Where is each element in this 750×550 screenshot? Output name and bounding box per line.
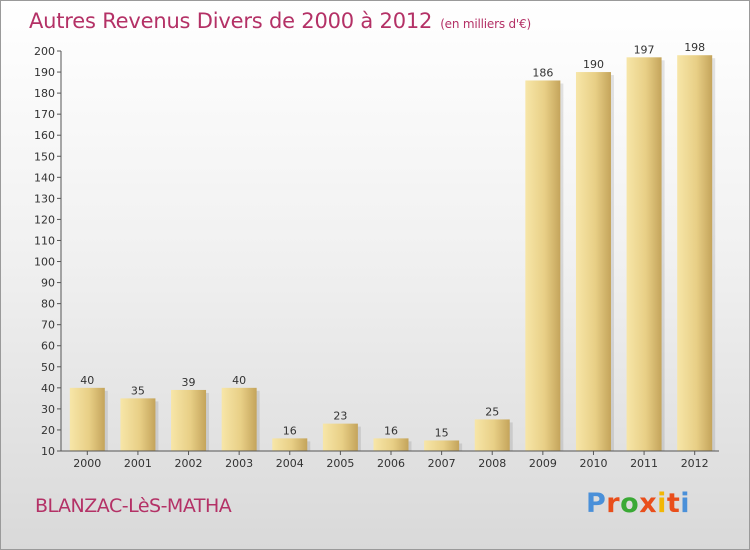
bar-2011 (626, 57, 662, 451)
y-tick-label: 140 (34, 171, 55, 184)
bar-2008 (474, 419, 510, 451)
bar-2000 (69, 387, 105, 451)
bar-value-label: 25 (485, 405, 499, 418)
y-tick-label: 30 (41, 403, 55, 416)
bar-value-label: 23 (333, 410, 347, 423)
proxiti-logo: Proxiti (586, 488, 690, 519)
bar-value-label: 16 (384, 424, 398, 437)
bar-value-label: 40 (232, 374, 246, 387)
y-tick-label: 10 (41, 445, 55, 458)
logo-letter: o (620, 488, 640, 519)
bar-value-label: 39 (182, 376, 196, 389)
logo-letter: r (606, 488, 621, 519)
x-tick-label: 2009 (529, 457, 557, 470)
bar-value-label: 16 (283, 424, 297, 437)
y-tick-label: 80 (41, 298, 55, 311)
y-tick-label: 100 (34, 256, 55, 269)
bar-value-label: 35 (131, 384, 145, 397)
bar-value-label: 40 (80, 374, 94, 387)
y-tick-label: 50 (41, 361, 55, 374)
x-tick-label: 2008 (478, 457, 506, 470)
y-tick-label: 90 (41, 277, 55, 290)
y-tick-label: 180 (34, 87, 55, 100)
bar-2002 (171, 389, 207, 451)
x-tick-label: 2003 (225, 457, 253, 470)
y-tick-label: 40 (41, 382, 55, 395)
x-tick-label: 2004 (276, 457, 304, 470)
bar-value-label: 15 (435, 426, 449, 439)
logo-letter: x (639, 488, 658, 519)
x-tick-label: 2012 (681, 457, 709, 470)
x-tick-label: 2000 (73, 457, 101, 470)
axes-group: 2000 2001 2002 2003 2004 2005 2006 2007 2008 2009… (34, 45, 719, 470)
x-tick-label: 2005 (326, 457, 354, 470)
y-tick-label: 120 (34, 213, 55, 226)
chart-title: Autres Revenus Divers de 2000 à 2012 (en … (29, 9, 531, 33)
bar-2005 (322, 423, 358, 451)
x-tick-label: 2010 (579, 457, 607, 470)
bar-value-label: 197 (634, 43, 655, 56)
bar-value-label: 186 (532, 66, 553, 79)
y-tick-label: 190 (34, 66, 55, 79)
bar-2009 (525, 80, 561, 451)
x-tick-label: 2001 (124, 457, 152, 470)
x-tick-label: 2007 (428, 457, 456, 470)
bar-2004 (272, 438, 308, 451)
chart-title-text: Autres Revenus Divers de 2000 à 2012 (29, 9, 433, 33)
y-tick-label: 160 (34, 129, 55, 142)
logo-letter: i (657, 488, 667, 519)
bar-value-label: 198 (684, 41, 705, 54)
y-tick-label: 110 (34, 234, 55, 247)
y-tick-label: 170 (34, 108, 55, 121)
y-tick-label: 150 (34, 150, 55, 163)
y-tick-label: 60 (41, 340, 55, 353)
bars-group: 40 35 39 40 16 23 16 15 25 186 190 197 198 (69, 41, 716, 452)
bar-2007 (424, 440, 460, 451)
y-tick-label: 20 (41, 424, 55, 437)
bar-2006 (373, 438, 409, 451)
y-tick-label: 70 (41, 319, 55, 332)
bar-2003 (221, 387, 257, 451)
x-tick-label: 2006 (377, 457, 405, 470)
bar-value-label: 190 (583, 58, 604, 71)
logo-letter: P (586, 488, 607, 519)
x-tick-label: 2002 (175, 457, 203, 470)
bar-2012 (677, 55, 713, 452)
chart-title-unit: (en milliers d'€) (440, 17, 531, 31)
x-tick-label: 2011 (630, 457, 658, 470)
y-tick-label: 130 (34, 192, 55, 205)
logo-letter: t (666, 488, 681, 519)
bar-2010 (575, 72, 611, 451)
bar-2001 (120, 398, 156, 451)
commune-name: BLANZAC-LèS-MATHA (35, 495, 232, 517)
logo-letter: i (680, 488, 691, 519)
y-tick-label: 200 (34, 45, 55, 58)
